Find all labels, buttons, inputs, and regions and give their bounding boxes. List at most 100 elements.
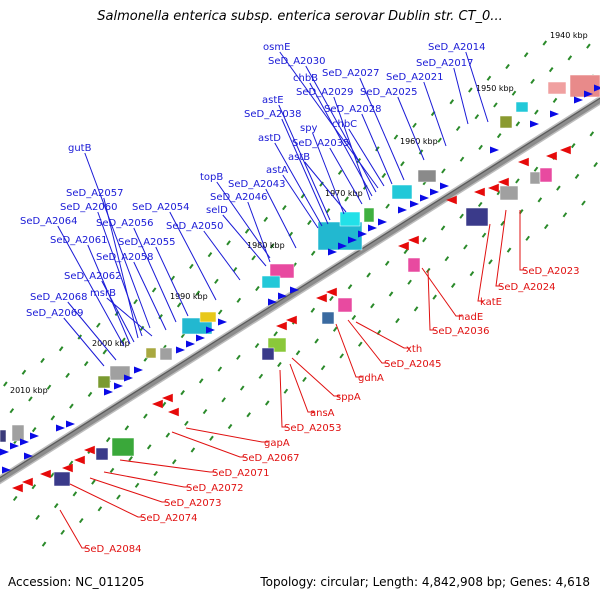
reverse-gene-label[interactable]: SeD_A2067 — [242, 453, 300, 464]
tick-mark — [486, 75, 492, 81]
forward-gene-label[interactable]: chbC — [332, 119, 357, 130]
tick-mark — [236, 354, 241, 360]
feature-box — [159, 347, 173, 361]
forward-gene-label[interactable]: SeD_A2014 — [428, 42, 486, 53]
reverse-gene-label[interactable]: SeD_A2024 — [498, 282, 556, 293]
reverse-gene-label[interactable]: SeD_A2023 — [522, 266, 580, 277]
gene-labels: osmE SeD_A2014 SeD_A2030 SeD_A2017 chbB SeD_A… — [20, 42, 580, 555]
forward-gene-label[interactable]: SeD_A2035 — [292, 138, 350, 149]
tick-mark — [254, 342, 260, 349]
forward-gene-label[interactable]: SeD_A2021 — [386, 72, 444, 83]
reverse-gene-arrow — [12, 483, 23, 493]
reverse-gene-label[interactable]: SeD_A2073 — [164, 498, 222, 509]
leader-line — [305, 65, 377, 193]
forward-gene-label[interactable]: SeD_A2069 — [26, 308, 84, 319]
leader-line — [453, 67, 469, 125]
forward-gene-label[interactable]: SeD_A2028 — [324, 104, 382, 115]
feature-box — [261, 275, 281, 289]
tick-mark — [87, 391, 93, 397]
leader-line — [57, 225, 125, 347]
forward-gene-label[interactable]: SeD_A2030 — [268, 56, 326, 67]
forward-gene-label[interactable]: SeD_A2061 — [50, 235, 108, 246]
tick-mark — [319, 181, 324, 187]
forward-gene-label[interactable]: SeD_A2029 — [296, 87, 354, 98]
forward-gene-label[interactable]: SeD_A2050 — [166, 221, 224, 232]
reverse-gene-label[interactable]: sppA — [336, 392, 361, 403]
tick-mark — [500, 220, 505, 227]
forward-gene-arrow — [328, 248, 337, 256]
forward-gene-arrow — [10, 442, 19, 450]
forward-gene-label[interactable]: SeD_A2017 — [416, 58, 474, 69]
forward-gene-label[interactable]: SeD_A2038 — [244, 109, 302, 120]
tick-mark — [190, 447, 196, 453]
forward-gene-label[interactable]: chbB — [293, 73, 318, 84]
forward-gene-label[interactable]: SeD_A2054 — [132, 202, 190, 213]
tick-mark — [449, 99, 455, 105]
forward-gene-label[interactable]: SeD_A2064 — [20, 216, 78, 227]
reverse-gene-label[interactable]: gapA — [264, 438, 290, 449]
forward-gene-label[interactable]: msrB — [90, 288, 116, 299]
tick-mark — [496, 133, 502, 139]
forward-gene-label[interactable]: SeD_A2057 — [66, 188, 124, 199]
tick-mark — [567, 55, 573, 61]
reverse-gene-label[interactable]: SeD_A2071 — [212, 468, 270, 479]
forward-gene-label[interactable]: SeD_A2025 — [360, 87, 418, 98]
forward-gene-label[interactable]: gutB — [68, 143, 92, 154]
tick-mark — [530, 78, 535, 85]
tick-mark — [366, 272, 371, 278]
tick-mark — [282, 205, 287, 211]
forward-gene-label[interactable]: osmE — [263, 42, 290, 53]
forward-gene-label[interactable]: SeD_A2055 — [118, 237, 176, 248]
reverse-gene-label[interactable]: SeD_A2074 — [140, 513, 198, 524]
reverse-gene-label[interactable]: ansA — [310, 408, 335, 419]
forward-gene-label[interactable]: SeD_A2027 — [322, 68, 380, 79]
forward-gene-label[interactable]: SeD_A2068 — [30, 292, 88, 303]
forward-gene-label[interactable]: SeD_A2058 — [96, 252, 154, 263]
tick-mark — [124, 425, 130, 431]
forward-gene-arrow — [2, 466, 11, 474]
reverse-gene-arrow — [474, 187, 485, 197]
reverse-gene-arrow — [560, 145, 571, 155]
reverse-gene-label[interactable]: gdhA — [358, 373, 384, 384]
forward-gene-label[interactable]: SeD_A2056 — [96, 218, 154, 229]
forward-gene-label[interactable]: astA — [266, 165, 288, 176]
tick-mark — [581, 200, 586, 206]
forward-gene-label[interactable]: spy — [300, 123, 318, 134]
reverse-gene-label[interactable]: nadE — [458, 312, 483, 323]
reverse-gene-label[interactable]: SeD_A2072 — [186, 483, 244, 494]
forward-gene-label[interactable]: astE — [262, 95, 284, 106]
feature-box — [391, 184, 413, 200]
tick-mark — [310, 250, 316, 256]
forward-gene-label[interactable]: SeD_A2060 — [60, 202, 118, 213]
reverse-gene-arrow — [316, 293, 327, 303]
reverse-gene-label[interactable]: SeD_A2084 — [84, 544, 142, 555]
reverse-gene-arrow — [546, 151, 557, 161]
reverse-gene-label[interactable]: katE — [480, 297, 502, 308]
tick-mark — [128, 456, 133, 462]
forward-gene-label[interactable]: SeD_A2046 — [210, 192, 268, 203]
forward-gene-label[interactable]: selD — [206, 205, 228, 216]
forward-gene-label[interactable]: astD — [258, 133, 281, 144]
tick-mark — [459, 213, 464, 219]
tick-mark — [385, 203, 390, 209]
kbp-tick-label: 2010 kbp — [10, 386, 48, 395]
tick-mark — [134, 482, 140, 488]
reverse-gene-label[interactable]: SeD_A2053 — [284, 423, 342, 434]
reverse-gene-label[interactable]: SeD_A2045 — [384, 359, 442, 370]
leader-line — [348, 128, 385, 187]
forward-gene-arrow — [268, 298, 277, 306]
leader-line — [63, 317, 105, 367]
kbp-tick-label: 1980 kbp — [247, 241, 285, 250]
feature-box — [407, 257, 421, 273]
forward-gene-label[interactable]: astB — [288, 152, 310, 163]
tick-mark — [78, 517, 84, 524]
forward-gene-label[interactable]: SeD_A2062 — [64, 271, 122, 282]
forward-gene-arrow — [0, 448, 9, 456]
feature-box — [269, 263, 295, 279]
tick-mark — [161, 401, 167, 407]
forward-gene-label[interactable]: SeD_A2043 — [228, 179, 286, 190]
forward-gene-arrow — [550, 110, 559, 118]
forward-gene-label[interactable]: topB — [200, 172, 223, 183]
reverse-gene-label[interactable]: xth — [406, 344, 422, 355]
reverse-gene-label[interactable]: SeD_A2036 — [432, 326, 490, 337]
